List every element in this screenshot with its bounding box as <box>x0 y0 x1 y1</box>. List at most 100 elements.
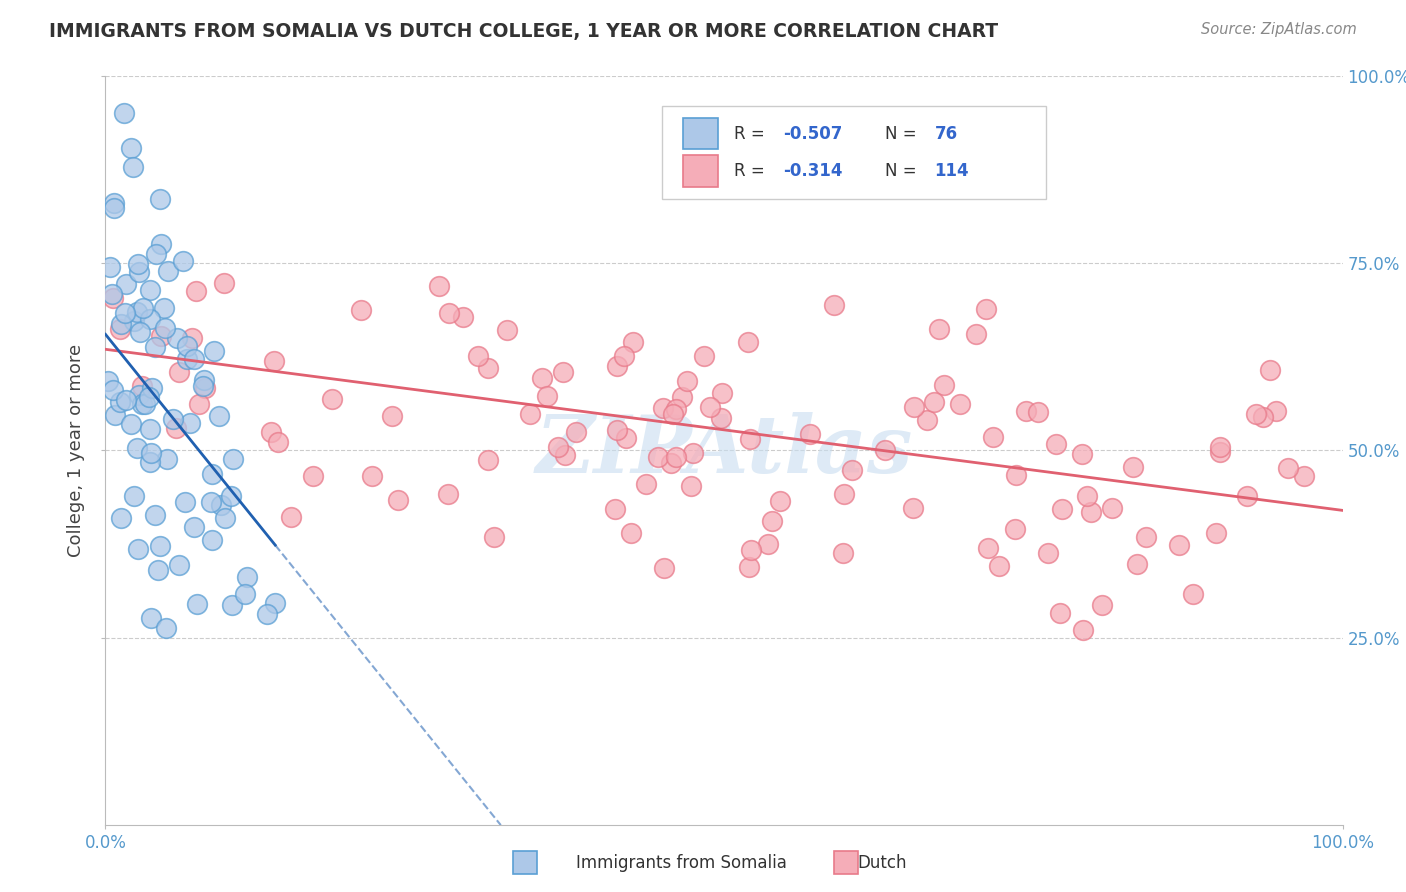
Point <box>191 379 214 393</box>
Point <box>634 477 657 491</box>
Point <box>202 343 225 358</box>
Point <box>530 371 553 385</box>
Point <box>201 533 224 547</box>
Text: Dutch: Dutch <box>858 855 907 872</box>
Point <box>166 331 188 345</box>
Point <box>823 298 845 312</box>
Point <box>149 539 172 553</box>
Point <box>98 260 121 275</box>
Point <box>1038 546 1060 560</box>
Point <box>737 334 759 349</box>
Point <box>267 435 290 450</box>
Point <box>873 442 896 457</box>
Text: 114: 114 <box>935 162 969 180</box>
Point <box>120 141 142 155</box>
Point <box>219 489 242 503</box>
Point <box>965 327 987 342</box>
Point <box>128 388 150 402</box>
Point <box>613 349 636 363</box>
Point <box>1253 409 1275 424</box>
Point <box>173 495 195 509</box>
Point <box>832 487 855 501</box>
Point <box>156 451 179 466</box>
Point <box>738 560 761 574</box>
Point <box>103 201 125 215</box>
Point <box>169 365 191 379</box>
Point <box>621 334 644 349</box>
Point <box>769 493 792 508</box>
Point <box>128 265 150 279</box>
Point <box>1236 489 1258 503</box>
Point <box>101 383 124 397</box>
FancyBboxPatch shape <box>683 118 718 149</box>
Point <box>915 412 938 426</box>
Point <box>693 349 716 363</box>
Text: ZIPAtlas: ZIPAtlas <box>536 412 912 489</box>
Point <box>110 322 132 336</box>
Point <box>222 452 245 467</box>
Point <box>1045 437 1067 451</box>
Point <box>565 425 588 439</box>
Point <box>131 397 153 411</box>
Point <box>761 514 783 528</box>
Point <box>103 195 125 210</box>
Point <box>606 359 628 373</box>
Point <box>740 543 762 558</box>
Point <box>1049 606 1071 620</box>
Point <box>1080 505 1102 519</box>
Point <box>554 449 576 463</box>
Point <box>1258 363 1281 377</box>
Point <box>1101 500 1123 515</box>
Point <box>200 495 222 509</box>
Point <box>928 322 950 336</box>
Point <box>188 397 211 411</box>
Point <box>134 397 156 411</box>
Point <box>263 354 285 368</box>
Point <box>110 317 132 331</box>
Point <box>193 373 215 387</box>
Point <box>831 546 853 560</box>
Text: IMMIGRANTS FROM SOMALIA VS DUTCH COLLEGE, 1 YEAR OR MORE CORRELATION CHART: IMMIGRANTS FROM SOMALIA VS DUTCH COLLEGE… <box>49 22 998 41</box>
Point <box>1182 586 1205 600</box>
Point <box>141 446 163 460</box>
Point <box>659 456 682 470</box>
Point <box>101 287 124 301</box>
Point <box>981 430 1004 444</box>
Point <box>153 301 176 315</box>
Point <box>122 314 145 328</box>
Point <box>1209 445 1232 459</box>
Point <box>139 311 162 326</box>
Point <box>547 440 569 454</box>
Point <box>467 349 489 363</box>
Point <box>1004 467 1026 482</box>
Point <box>162 412 184 426</box>
Point <box>1071 447 1094 461</box>
Point <box>186 598 208 612</box>
Point <box>183 351 205 366</box>
Point <box>681 479 703 493</box>
Point <box>1265 404 1288 418</box>
Point <box>146 563 169 577</box>
Point <box>179 416 201 430</box>
Point <box>841 463 863 477</box>
Point <box>350 303 373 318</box>
Point <box>699 400 721 414</box>
Point <box>321 392 343 407</box>
Point <box>221 599 243 613</box>
Point <box>150 236 173 251</box>
Point <box>214 511 236 525</box>
Point <box>1071 624 1094 638</box>
Point <box>128 326 150 340</box>
Point <box>194 381 217 395</box>
Y-axis label: College, 1 year or more: College, 1 year or more <box>67 344 86 557</box>
Point <box>125 305 148 319</box>
Point <box>110 511 132 525</box>
Point <box>169 558 191 572</box>
Point <box>132 301 155 316</box>
Point <box>676 375 699 389</box>
Point <box>665 450 688 464</box>
Point <box>97 374 120 388</box>
Point <box>451 310 474 324</box>
Point <box>103 291 125 305</box>
Point <box>427 278 450 293</box>
